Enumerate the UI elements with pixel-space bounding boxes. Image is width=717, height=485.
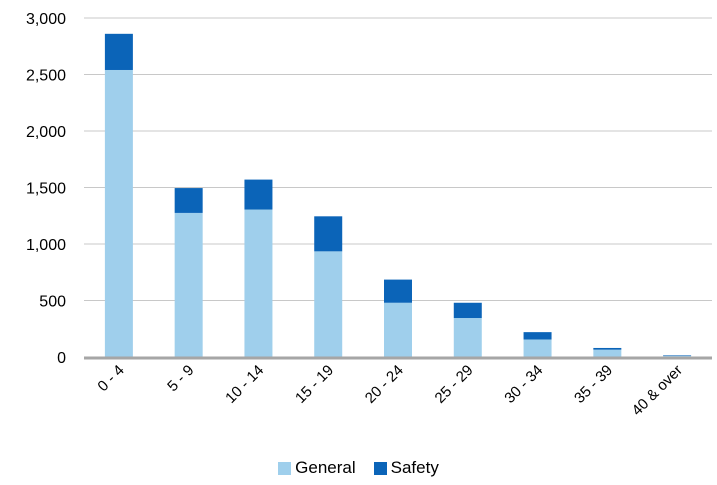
y-tick-label: 3,000 bbox=[26, 11, 66, 28]
y-tick-label: 2,000 bbox=[26, 124, 66, 141]
bar-general-1 bbox=[174, 212, 203, 357]
x-tick-label: 25 - 29 bbox=[432, 362, 477, 407]
bar-general-6 bbox=[523, 339, 552, 357]
bar-general-2 bbox=[244, 209, 273, 357]
x-tick-label: 10 - 14 bbox=[222, 362, 267, 407]
y-tick-label: 0 bbox=[57, 350, 66, 367]
bar-general-5 bbox=[453, 318, 482, 357]
x-tick-label: 5 - 9 bbox=[164, 362, 197, 395]
y-tick-label: 1,500 bbox=[26, 181, 66, 198]
bar-safety-7 bbox=[593, 347, 622, 350]
bar-general-4 bbox=[384, 302, 412, 357]
x-tick-label: 40 & over bbox=[629, 362, 686, 419]
bar-safety-8 bbox=[663, 355, 692, 356]
legend-swatch-safety bbox=[373, 461, 387, 475]
bars bbox=[104, 33, 692, 357]
bar-general-8 bbox=[663, 355, 692, 357]
bar-general-7 bbox=[593, 349, 622, 357]
x-axis-tick-labels: 0 - 4 5 - 9 10 - 14 15 - 19 20 - 24 25 - 29 30… bbox=[94, 362, 685, 419]
y-tick-label: 1,000 bbox=[26, 237, 66, 254]
legend-item-general: General bbox=[278, 458, 356, 478]
x-tick-label: 20 - 24 bbox=[362, 362, 407, 407]
bar-general-0 bbox=[104, 69, 133, 357]
legend-label-safety: Safety bbox=[390, 458, 439, 477]
bar-safety-5 bbox=[453, 302, 482, 319]
x-tick-label: 35 - 39 bbox=[571, 362, 616, 407]
x-tick-label: 0 - 4 bbox=[94, 362, 127, 395]
legend-swatch-general bbox=[278, 461, 292, 475]
bar-safety-2 bbox=[244, 179, 273, 210]
y-tick-label: 500 bbox=[39, 294, 66, 311]
bar-general-3 bbox=[314, 251, 343, 357]
bar-safety-1 bbox=[174, 188, 203, 213]
legend: General Safety bbox=[0, 458, 717, 478]
bar-safety-0 bbox=[104, 33, 133, 70]
x-tick-label: 15 - 19 bbox=[292, 362, 337, 407]
bar-safety-3 bbox=[314, 216, 343, 252]
legend-item-safety: Safety bbox=[373, 458, 439, 478]
bar-safety-4 bbox=[384, 279, 412, 303]
x-tick-label: 30 - 34 bbox=[501, 362, 546, 407]
bar-safety-6 bbox=[523, 332, 552, 340]
y-tick-label: 2,500 bbox=[26, 68, 66, 85]
y-axis-tick-labels: 0 500 1,000 1,500 2,000 2,500 3,000 bbox=[26, 11, 66, 367]
legend-label-general: General bbox=[295, 458, 356, 477]
